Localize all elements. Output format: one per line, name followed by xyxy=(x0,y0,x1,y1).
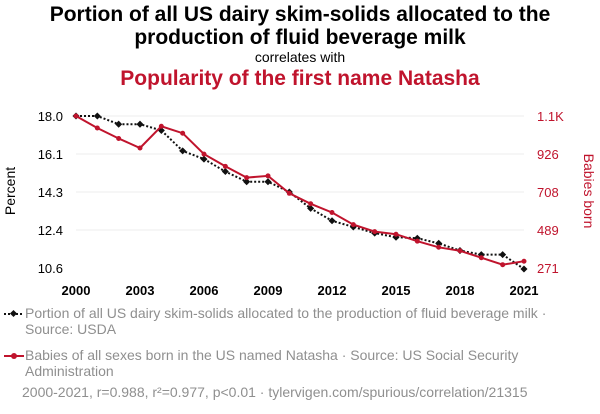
y-tick-label-left: 16.1 xyxy=(38,147,63,162)
x-tick-label: 2018 xyxy=(446,283,475,298)
data-point-skim-solids xyxy=(520,265,528,273)
y-axis-label-left: Percent xyxy=(2,167,18,215)
data-point-natasha xyxy=(158,123,164,129)
data-point-natasha xyxy=(116,135,122,141)
chart-title: Portion of all US dairy skim-solids allo… xyxy=(49,3,551,49)
data-point-natasha xyxy=(329,209,335,215)
data-point-natasha xyxy=(393,231,399,237)
data-point-natasha xyxy=(457,248,463,254)
y-tick-label-left: 12.4 xyxy=(38,223,63,238)
data-point-skim-solids xyxy=(435,239,443,247)
y-tick-label-right: 926 xyxy=(537,147,559,162)
data-point-natasha xyxy=(521,258,527,264)
y-tick-label-left: 14.3 xyxy=(38,185,63,200)
solid-dot-line-icon xyxy=(4,353,24,359)
data-point-natasha xyxy=(244,175,250,181)
legend-label-natasha: Babies of all sexes born in the US named… xyxy=(25,347,519,379)
chart-plot: 18.0 1.1K 16.1 926 14.3 708 12.4 489 10.6 271 2000… xyxy=(2,109,597,298)
data-point-skim-solids xyxy=(221,167,229,176)
data-point-natasha xyxy=(180,130,186,136)
x-tick-label: 2015 xyxy=(382,283,411,298)
x-tick-label: 2021 xyxy=(510,283,539,298)
data-point-natasha xyxy=(350,222,356,228)
x-tick-label: 2003 xyxy=(126,283,155,298)
y-tick-label-right: 708 xyxy=(537,185,559,200)
footer-stats: 2000-2021, r=0.988, r²=0.977, p<0.01 · t… xyxy=(22,384,528,400)
data-point-skim-solids xyxy=(328,217,336,225)
data-point-skim-solids xyxy=(243,178,251,186)
y-tick-label-right: 1.1K xyxy=(537,109,564,124)
data-point-natasha xyxy=(222,163,228,169)
x-tick-label: 2009 xyxy=(254,283,283,298)
data-point-natasha xyxy=(265,173,271,179)
data-point-natasha xyxy=(478,255,484,261)
data-point-natasha xyxy=(137,145,143,151)
data-point-natasha xyxy=(500,262,506,268)
series-line-skim-solids xyxy=(76,115,525,270)
data-point-skim-solids xyxy=(136,120,144,128)
chart-connector-text: correlates with xyxy=(254,49,346,65)
data-point-skim-solids xyxy=(93,112,101,120)
data-point-skim-solids xyxy=(499,251,507,259)
y-tick-label-left: 18.0 xyxy=(38,109,63,124)
data-point-skim-solids xyxy=(264,178,272,186)
x-tick-label: 2012 xyxy=(318,283,347,298)
x-tick-label: 2006 xyxy=(190,283,219,298)
data-point-natasha xyxy=(414,238,420,244)
data-point-natasha xyxy=(436,244,442,250)
legend-label-skim-solids: Portion of all US dairy skim-solids allo… xyxy=(25,305,547,337)
chart-subtitle: Popularity of the first name Natasha xyxy=(120,67,480,90)
data-point-natasha xyxy=(372,229,378,235)
data-point-natasha xyxy=(308,201,314,207)
series-line-natasha xyxy=(75,115,525,266)
y-tick-label-right: 271 xyxy=(537,261,559,276)
data-point-skim-solids xyxy=(179,147,187,155)
data-point-natasha xyxy=(73,113,79,119)
data-point-skim-solids xyxy=(115,120,123,128)
data-point-natasha xyxy=(286,190,292,196)
y-tick-label-left: 10.6 xyxy=(38,261,63,276)
y-axis-label-right: Babies born xyxy=(581,154,597,229)
data-point-natasha xyxy=(201,151,207,157)
dotted-diamond-line-icon xyxy=(4,309,24,318)
data-point-natasha xyxy=(94,125,100,131)
x-tick-label: 2000 xyxy=(62,283,91,298)
y-tick-label-right: 489 xyxy=(537,223,559,238)
